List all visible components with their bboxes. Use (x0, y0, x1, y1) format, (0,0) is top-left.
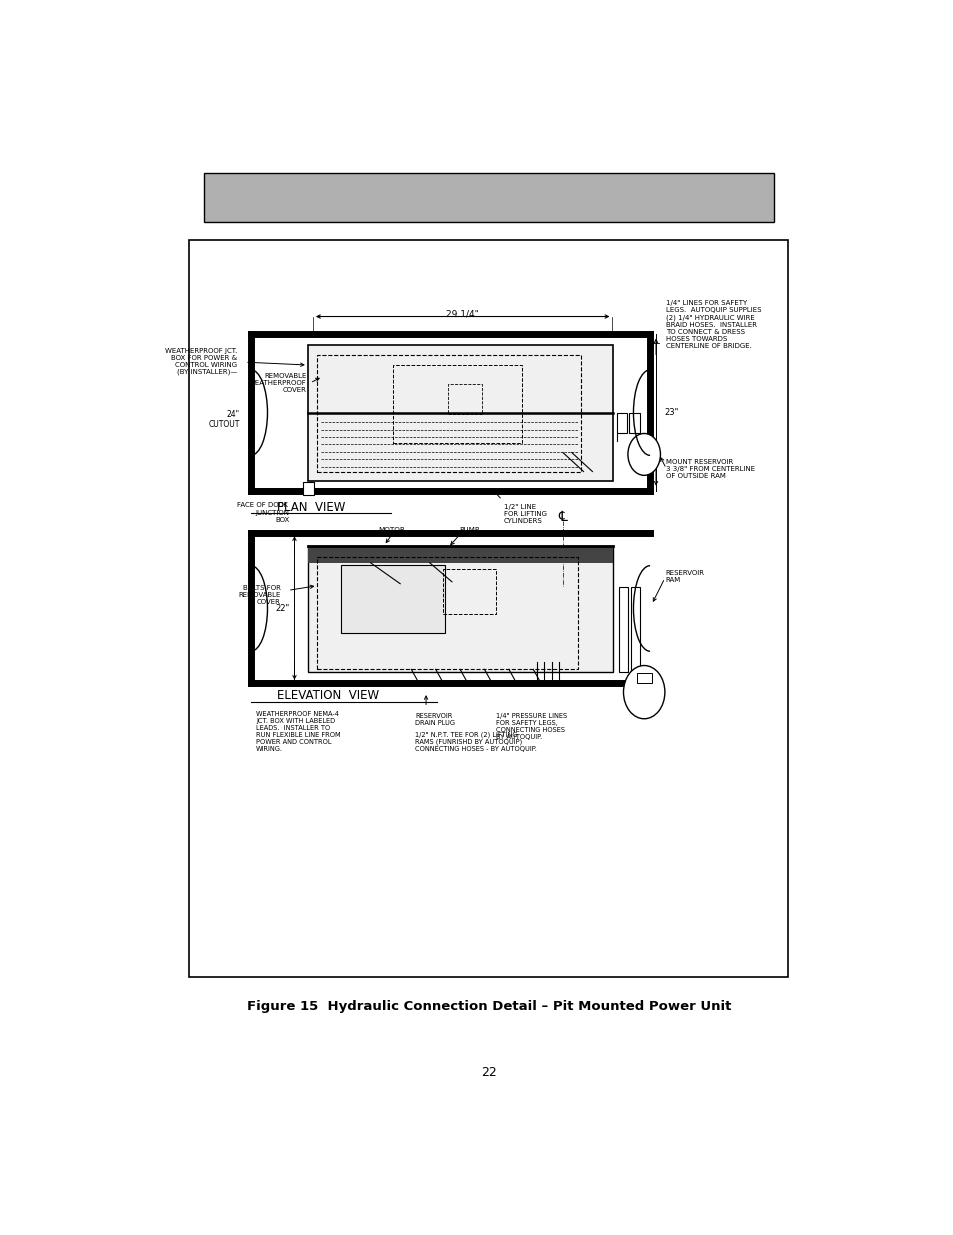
Bar (341, 564, 444, 634)
Text: 24"
CUTOUT: 24" CUTOUT (208, 410, 239, 429)
Text: REMOVABLE
WEATHERPROOF
COVER: REMOVABLE WEATHERPROOF COVER (249, 373, 306, 393)
Bar (393, 366, 521, 443)
Text: RESERVOIR
RAM: RESERVOIR RAM (664, 569, 703, 583)
Bar (317, 354, 580, 472)
Text: MOTOR: MOTOR (377, 527, 404, 534)
Bar (448, 384, 481, 415)
Bar (308, 345, 613, 482)
Bar (190, 241, 787, 977)
Bar (308, 546, 613, 563)
Text: 1/2" LINE
FOR LIFTING
CYLINDERS: 1/2" LINE FOR LIFTING CYLINDERS (503, 504, 546, 524)
Bar (317, 557, 577, 669)
Text: BOLTS FOR
REMOVABLE
COVER: BOLTS FOR REMOVABLE COVER (238, 585, 280, 605)
Text: PLAN  VIEW: PLAN VIEW (276, 501, 345, 514)
Bar (617, 412, 626, 433)
Text: JUNCTION
BOX: JUNCTION BOX (255, 510, 289, 522)
Bar (303, 482, 314, 495)
Bar (618, 587, 627, 672)
Text: MOUNT RESERVOIR
3 3/8" FROM CENTERLINE
OF OUTSIDE RAM: MOUNT RESERVOIR 3 3/8" FROM CENTERLINE O… (665, 458, 755, 479)
Text: RESERVOIR
DRAIN PLUG: RESERVOIR DRAIN PLUG (415, 713, 455, 726)
Text: ELEVATION  VIEW: ELEVATION VIEW (276, 689, 378, 703)
Text: ℄: ℄ (558, 510, 567, 524)
Text: WEATHERPROOF JCT.
BOX FOR POWER &
CONTROL WIRING
(BY INSTALLER)—: WEATHERPROOF JCT. BOX FOR POWER & CONTRO… (165, 348, 237, 375)
Text: 22": 22" (274, 604, 289, 613)
Text: WEATHERPROOF NEMA-4
JCT. BOX WITH LABELED
LEADS.  INSTALLER TO
RUN FLEXIBLE LINE: WEATHERPROOF NEMA-4 JCT. BOX WITH LABELE… (255, 711, 340, 752)
Text: 22: 22 (480, 1066, 497, 1079)
Bar (629, 412, 639, 433)
Bar (637, 673, 651, 683)
Circle shape (627, 433, 659, 475)
Text: 29 1/4": 29 1/4" (445, 309, 478, 319)
Text: 23": 23" (664, 408, 679, 417)
Text: 1/4" LINES FOR SAFETY
LEGS.  AUTOQUIP SUPPLIES
(2) 1/4" HYDRAULIC WIRE
BRAID HOS: 1/4" LINES FOR SAFETY LEGS. AUTOQUIP SUP… (665, 300, 761, 348)
Bar (442, 568, 496, 614)
Text: Figure 15  Hydraulic Connection Detail – Pit Mounted Power Unit: Figure 15 Hydraulic Connection Detail – … (247, 1000, 730, 1014)
Text: 1/4" PRESSURE LINES
FOR SAFETY LEGS,
CONNECTING HOSES
BY AUTOQUIP.: 1/4" PRESSURE LINES FOR SAFETY LEGS, CON… (496, 713, 567, 740)
Bar (308, 546, 613, 672)
Bar (204, 173, 773, 222)
Circle shape (623, 666, 664, 719)
Text: FACE OF DOCK: FACE OF DOCK (236, 501, 288, 508)
Text: 1/2" N.P.T. TEE FOR (2) LIFTING
RAMS (FUNRISHD BY AUTOQUIP)
CONNECTING HOSES - B: 1/2" N.P.T. TEE FOR (2) LIFTING RAMS (FU… (415, 731, 537, 752)
Bar (630, 587, 639, 672)
Text: PUMP: PUMP (459, 527, 479, 534)
